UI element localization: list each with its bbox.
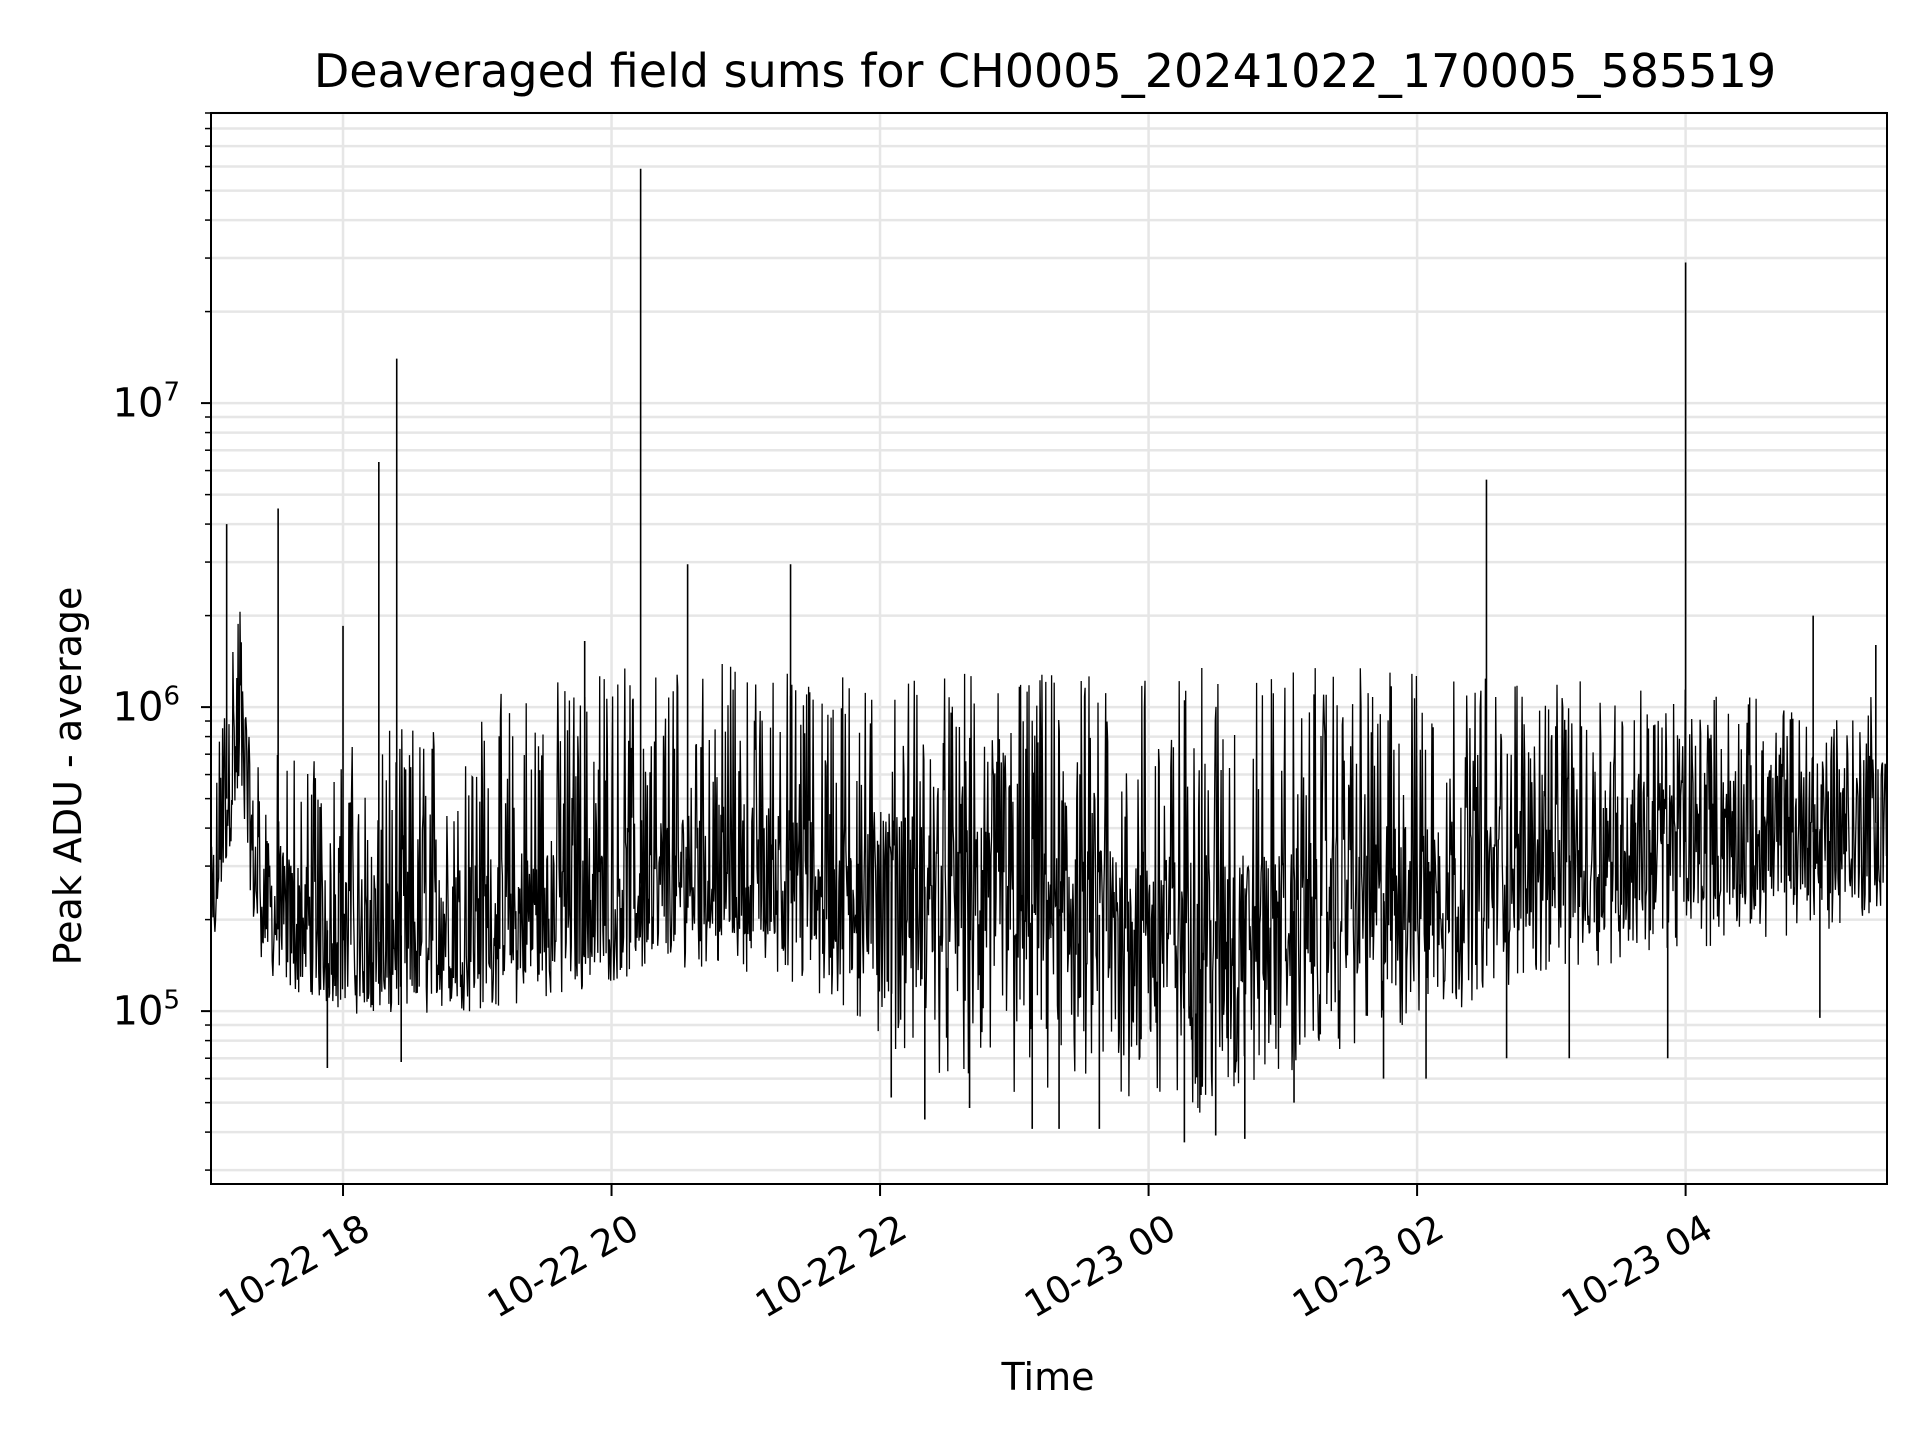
y-tick-base: 10 <box>112 380 164 427</box>
data-series <box>211 168 1887 1143</box>
y-tick-exponent: 6 <box>163 681 180 712</box>
axis-ticks <box>201 112 1687 1196</box>
data-trace-line <box>211 611 1887 1113</box>
chart-title: Deaveraged field sums for CH0005_2024102… <box>313 44 1777 98</box>
grid-lines <box>211 111 1887 1184</box>
plot-frame <box>210 112 1888 1185</box>
y-tick-base: 10 <box>112 988 164 1035</box>
y-tick-label: 105 <box>0 985 180 1035</box>
y-tick-label: 106 <box>0 681 180 731</box>
x-axis-label: Time <box>1001 1355 1095 1399</box>
y-tick-label: 107 <box>0 377 180 427</box>
y-tick-exponent: 5 <box>163 985 180 1016</box>
y-axis-label: Peak ADU - average <box>46 586 90 966</box>
y-tick-base: 10 <box>112 684 164 731</box>
y-tick-exponent: 7 <box>163 377 180 408</box>
